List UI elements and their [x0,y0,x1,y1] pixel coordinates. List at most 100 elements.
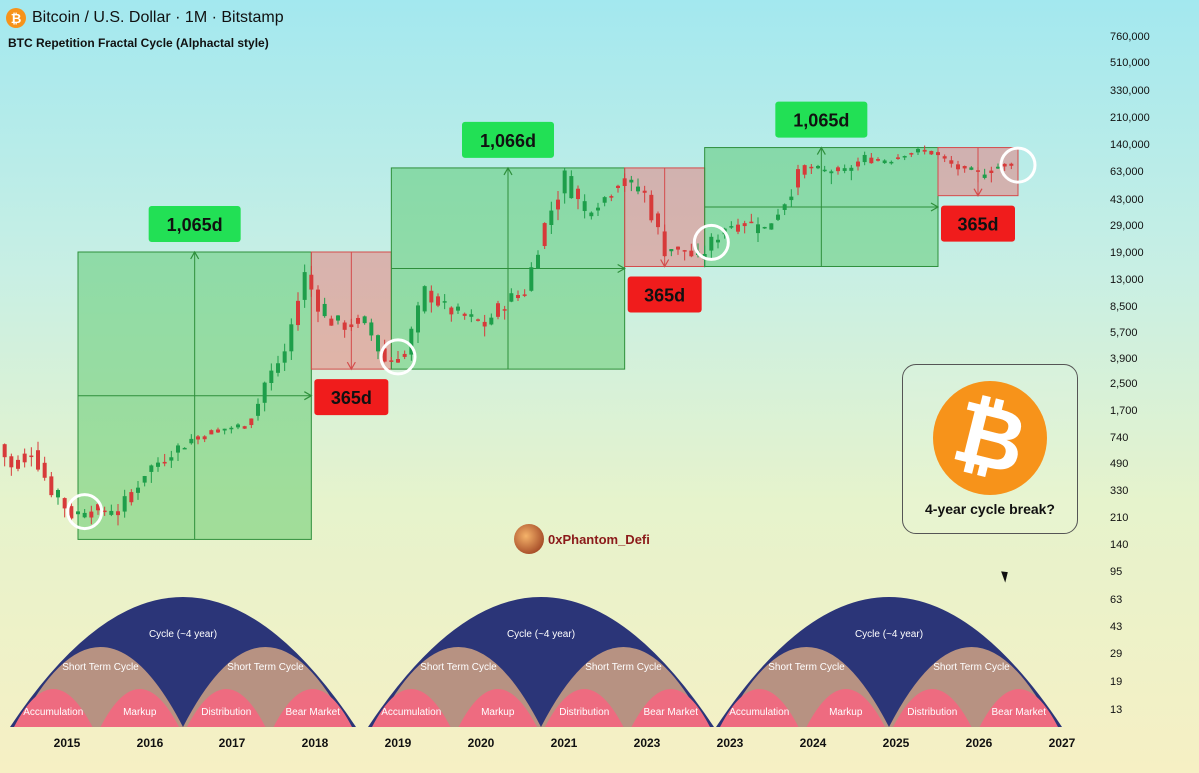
candle-up [362,316,367,324]
year-tick-label: 2017 [219,736,246,750]
year-tick-label: 2025 [883,736,910,750]
candle-down [1009,163,1014,166]
candle-down [656,213,660,228]
cycle-label: Cycle (~4 year) [507,629,575,640]
candle-down [682,250,687,252]
candle-down [482,321,487,327]
year-tick-label: 2016 [137,736,164,750]
candle-up [109,510,114,515]
candle-up [569,176,574,199]
candle-up [589,212,594,217]
bear-duration-badge [941,205,1015,242]
indicator-name[interactable]: BTC Repetition Fractal Cycle (Alphactal … [8,36,269,50]
phase-label: Markup [481,707,515,718]
candle-down [909,153,914,155]
candle-down [856,161,860,167]
time-axis[interactable]: 2015 2016 2017 2018 2019 2020 2021 2023 2023 2024… [54,736,1076,750]
price-axis[interactable]: 760,000 510,000 330,000 210,000 140,000 63,00… [1110,31,1150,716]
bitcoin-symbol: ₿ [943,381,1037,495]
cycle-bottom-highlight-circle [999,146,1037,184]
candle-down [616,185,620,188]
candle-up [376,335,380,352]
year-tick-label: 2026 [966,736,993,750]
candle-down [196,436,200,440]
candle-down [556,199,560,210]
candle-up [456,306,460,311]
candle-up [302,272,307,300]
candle-down [609,196,614,198]
candle-up [469,314,474,317]
phase-arc [893,689,972,727]
candle-down [116,511,120,516]
candle-up [849,167,854,171]
candle-up [669,249,674,252]
candle-down [962,166,967,169]
phase-label: Markup [829,707,863,718]
candle-down [942,156,947,159]
price-tick-label: 330 [1110,485,1128,497]
short-cycle-label: Short Term Cycle [768,662,845,673]
arrow-down-icon [660,259,670,268]
candle-down [36,450,40,470]
candle-up [862,154,867,163]
price-tick-label: 43 [1110,621,1122,633]
arrow-down-icon [973,188,983,197]
candle-up [842,168,847,171]
year-tick-label: 2020 [468,736,495,750]
candles [2,145,1014,526]
price-tick-label: 140 [1110,539,1128,551]
cycle-arc-group: Cycle (~4 year) Short Term Cycle Short Ter… [716,597,1062,727]
candle-up [442,301,447,303]
arrow-right-icon [304,391,313,401]
candle-down [1002,163,1007,167]
candle-up [969,167,974,170]
price-tick-label: 330,000 [1110,85,1150,97]
phase-label: Bear Market [644,707,699,718]
candle-down [876,159,880,161]
arrow-right-icon [617,264,626,274]
candle-down [676,246,680,250]
candle-down [542,223,547,247]
candle-up [416,305,420,333]
candle-up [789,196,794,201]
phase-arc [14,689,93,727]
year-tick-label: 2023 [717,736,744,750]
candle-down [896,157,900,159]
candle-down [389,360,394,362]
price-tick-label: 43,000 [1110,194,1144,206]
candle-down [2,444,7,458]
candle-up [336,315,340,321]
candle-up [509,293,514,302]
candle-down [329,318,334,326]
candle-down [249,418,254,426]
candle-up [282,351,287,363]
phase-label: Distribution [559,707,609,718]
candle-up [156,462,160,467]
chart-title[interactable]: Bitcoin / U.S. Dollar · 1M · Bitstamp [32,9,284,26]
cycle-bottom-highlight-circle [66,493,104,531]
bitcoin-logo-icon: ₿ [933,381,1047,495]
candle-up [262,382,267,403]
phase-label: Markup [123,707,157,718]
year-tick-label: 2024 [800,736,827,750]
candle-down [356,317,360,324]
candle-up [536,254,540,269]
candle-down [642,190,647,193]
candle-down [316,289,320,312]
cycle-bottom-highlight-circle [379,338,417,376]
phase-arc [372,689,451,727]
bear-duration-badge [627,276,702,313]
price-tick-label: 3,900 [1110,353,1138,365]
candle-down [956,164,960,170]
bull-duration-badge [462,121,554,158]
year-tick-label: 2018 [302,736,329,750]
candle-down [296,300,300,326]
price-tick-label: 1,700 [1110,405,1138,417]
price-tick-label: 510,000 [1110,57,1150,69]
candle-down [922,149,927,152]
arrow-up-icon [190,250,200,260]
phase-arc [545,689,624,727]
candle-up [982,174,987,178]
candle-up [189,438,194,444]
candle-up [769,223,774,230]
